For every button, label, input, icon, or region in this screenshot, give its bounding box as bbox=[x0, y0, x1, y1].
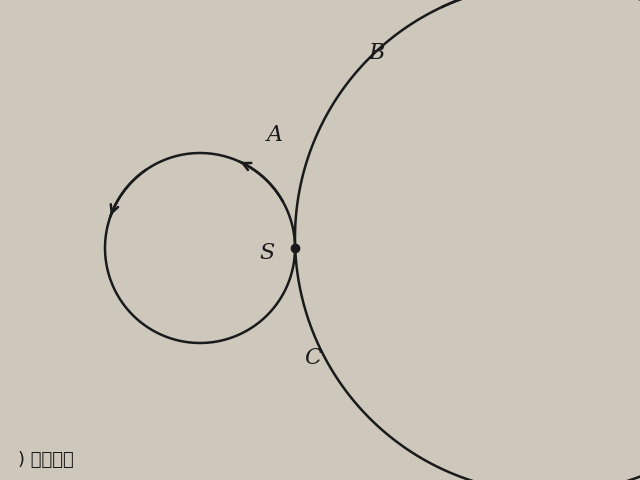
Text: B: B bbox=[369, 42, 385, 64]
Text: A: A bbox=[267, 124, 283, 146]
Text: C: C bbox=[305, 347, 321, 369]
Text: S: S bbox=[259, 242, 275, 264]
Text: ) 続ける。: ) 続ける。 bbox=[18, 451, 74, 469]
